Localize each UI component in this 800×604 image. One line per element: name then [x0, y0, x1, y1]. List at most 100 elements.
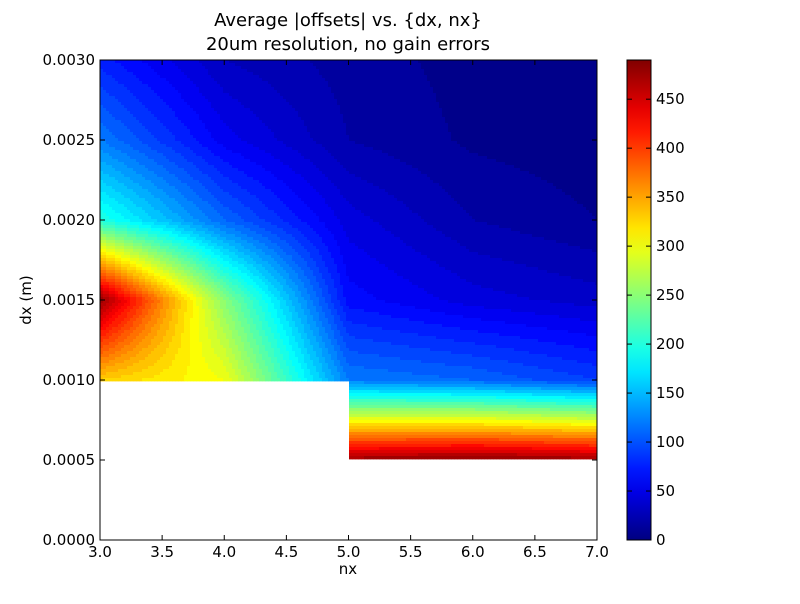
contour-cell [223, 132, 226, 135]
contour-cell [517, 90, 520, 93]
contour-cell [178, 141, 181, 144]
contour-cell [331, 108, 334, 111]
contour-cell [388, 84, 391, 87]
contour-cell [355, 129, 358, 132]
contour-cell [352, 111, 355, 114]
contour-cell [253, 63, 256, 66]
contour-cell [436, 114, 439, 117]
contour-cell [481, 105, 484, 108]
contour-cell [346, 144, 349, 147]
contour-cell [487, 132, 490, 135]
contour-cell [109, 87, 112, 90]
contour-cell [157, 132, 160, 135]
contour-cell [496, 144, 499, 147]
contour-cell [310, 84, 313, 87]
contour-cell [232, 66, 235, 69]
contour-cell [178, 126, 181, 129]
contour-cell [532, 72, 535, 75]
contour-cell [241, 75, 244, 78]
contour-cell [574, 126, 577, 129]
contour-cell [262, 78, 265, 81]
contour-cell [349, 87, 352, 90]
contour-cell [391, 66, 394, 69]
contour-cell [232, 111, 235, 114]
contour-cell [418, 81, 421, 84]
contour-cell [172, 111, 175, 114]
contour-cell [235, 78, 238, 81]
contour-cell [406, 141, 409, 144]
contour-cell [328, 132, 331, 135]
contour-cell [385, 105, 388, 108]
contour-cell [505, 66, 508, 69]
contour-cell [409, 129, 412, 132]
contour-cell [370, 90, 373, 93]
contour-cell [202, 135, 205, 138]
contour-cell [484, 114, 487, 117]
contour-cell [142, 111, 145, 114]
contour-cell [418, 105, 421, 108]
contour-cell [526, 81, 529, 84]
contour-cell [322, 87, 325, 90]
contour-cell [493, 99, 496, 102]
contour-cell [469, 147, 472, 150]
contour-cell [202, 93, 205, 96]
contour-cell [337, 81, 340, 84]
contour-cell [166, 141, 169, 144]
contour-cell [571, 66, 574, 69]
contour-cell [418, 117, 421, 120]
contour-cell [343, 144, 346, 147]
contour-cell [250, 93, 253, 96]
contour-cell [115, 135, 118, 138]
contour-cell [496, 93, 499, 96]
contour-cell [391, 111, 394, 114]
contour-cell [436, 138, 439, 141]
contour-cell [223, 138, 226, 141]
contour-cell [139, 126, 142, 129]
contour-cell [340, 111, 343, 114]
contour-cell [487, 69, 490, 72]
contour-cell [208, 66, 211, 69]
contour-cell [562, 138, 565, 141]
contour-cell [241, 99, 244, 102]
contour-cell [334, 114, 337, 117]
contour-cell [556, 60, 559, 63]
contour-cell [352, 84, 355, 87]
contour-cell [427, 144, 430, 147]
contour-cell [205, 60, 208, 63]
contour-cell [121, 99, 124, 102]
contour-cell [178, 84, 181, 87]
contour-cell [544, 114, 547, 117]
contour-cell [325, 96, 328, 99]
contour-cell [547, 144, 550, 147]
contour-cell [433, 81, 436, 84]
contour-cell [118, 102, 121, 105]
contour-cell [496, 129, 499, 132]
contour-cell [463, 120, 466, 123]
contour-cell [283, 132, 286, 135]
contour-cell [466, 72, 469, 75]
contour-cell [139, 69, 142, 72]
contour-cell [313, 123, 316, 126]
contour-cell [343, 132, 346, 135]
contour-cell [307, 66, 310, 69]
contour-cell [451, 114, 454, 117]
contour-cell [457, 147, 460, 150]
contour-cell [322, 75, 325, 78]
contour-cell [214, 84, 217, 87]
contour-cell [517, 69, 520, 72]
contour-cell [304, 135, 307, 138]
contour-cell [418, 60, 421, 63]
contour-cell [400, 108, 403, 111]
contour-cell [199, 90, 202, 93]
contour-cell [277, 111, 280, 114]
contour-cell [499, 144, 502, 147]
contour-cell [352, 138, 355, 141]
contour-cell [205, 72, 208, 75]
contour-cell [349, 93, 352, 96]
contour-cell [499, 78, 502, 81]
contour-cell [229, 78, 232, 81]
contour-cell [349, 141, 352, 144]
contour-cell [415, 102, 418, 105]
contour-cell [100, 72, 103, 75]
contour-cell [217, 99, 220, 102]
